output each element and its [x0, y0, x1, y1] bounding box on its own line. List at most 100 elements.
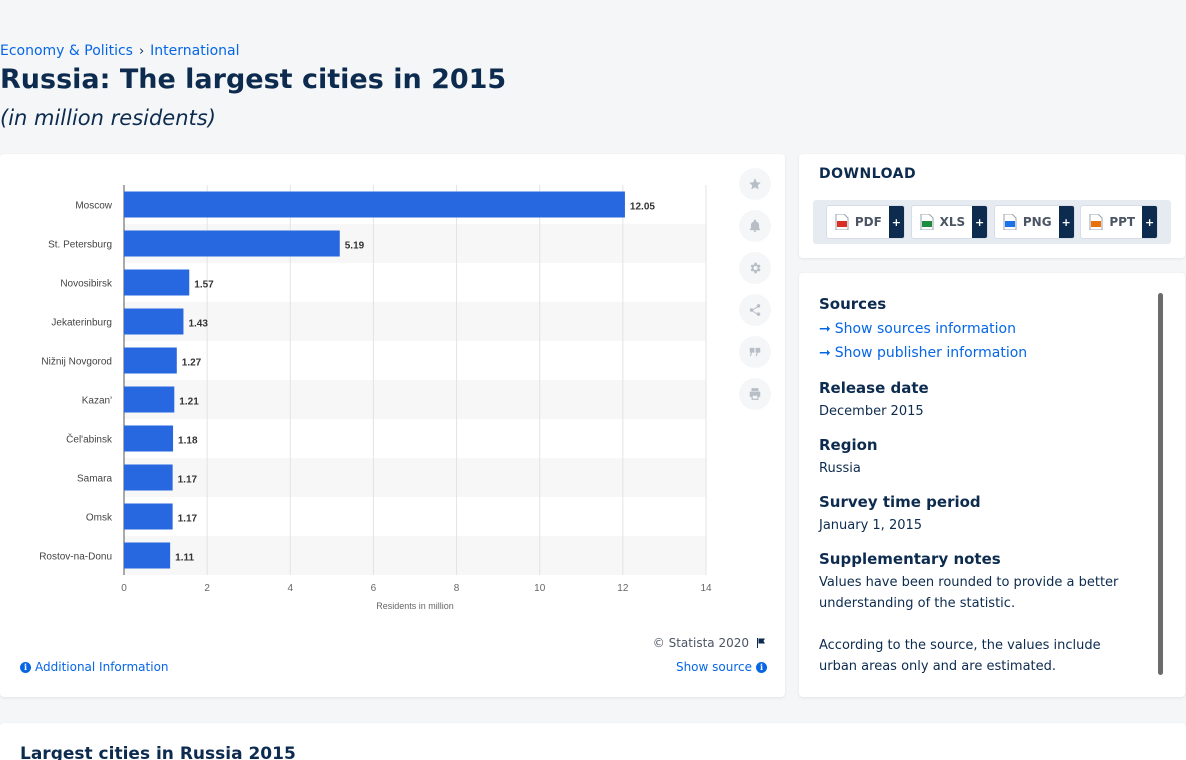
bar: [124, 464, 173, 491]
arrow-right-icon: ➞: [819, 321, 831, 337]
chart-toolbar: [739, 168, 771, 410]
share-icon: [749, 304, 761, 316]
x-tick-label: 2: [204, 583, 210, 594]
x-tick-label: 14: [700, 583, 712, 594]
release-value: December 2015: [819, 404, 924, 419]
cite-button[interactable]: [739, 336, 771, 368]
ppt-file-icon: [1089, 214, 1103, 230]
download-title: DOWNLOAD: [819, 166, 917, 182]
value-label: 12.05: [630, 202, 655, 213]
value-label: 1.11: [175, 553, 194, 564]
show-sources-link[interactable]: ➞ Show sources information: [819, 317, 1139, 341]
breadcrumb-international[interactable]: International: [150, 43, 240, 59]
download-ppt-button[interactable]: PPT +: [1080, 205, 1159, 239]
category-label: Jekaterinburg: [51, 318, 112, 329]
region-value: Russia: [819, 461, 861, 476]
x-tick-label: 10: [534, 583, 546, 594]
row-band: [124, 458, 706, 497]
copyright-text: © Statista 2020: [652, 636, 749, 650]
value-label: 1.43: [188, 319, 208, 330]
value-label: 1.18: [178, 436, 198, 447]
show-publisher-link[interactable]: ➞ Show publisher information: [819, 341, 1139, 365]
info-icon: i: [20, 661, 31, 673]
x-tick-label: 8: [454, 583, 460, 594]
share-button[interactable]: [739, 294, 771, 326]
value-label: 1.17: [178, 475, 198, 486]
statistic-details-card: Sources ➞ Show sources information ➞ Sho…: [799, 273, 1185, 697]
bar: [124, 269, 190, 296]
header-area: [0, 0, 1186, 140]
download-pdf-label: PDF: [854, 215, 882, 229]
row-band: [124, 302, 706, 341]
bar: [124, 230, 340, 257]
row-band: [124, 536, 706, 575]
value-label: 1.27: [182, 358, 202, 369]
notes-section: Supplementary notes Values have been rou…: [819, 550, 1139, 677]
download-pdf-button[interactable]: PDF +: [825, 205, 905, 239]
xls-file-icon: [920, 214, 934, 230]
category-label: St. Petersburg: [48, 240, 112, 251]
download-xls-button[interactable]: XLS +: [910, 205, 989, 239]
category-label: Čel'abinsk: [66, 433, 113, 446]
print-button[interactable]: [739, 378, 771, 410]
chart-card: 0 2 4 6 8 10 12 14 Moscow 12.05 St. Petersburg 5.19…: [0, 154, 785, 697]
quote-icon: [749, 347, 761, 357]
category-label: Nižnij Novgorod: [41, 357, 112, 368]
bar-chart: 0 2 4 6 8 10 12 14 Moscow 12.05 St. Petersburg 5.19…: [39, 185, 712, 611]
plus-icon: +: [1142, 206, 1158, 238]
x-tick-label: 4: [288, 583, 294, 594]
bar: [124, 308, 184, 335]
survey-value: January 1, 2015: [819, 518, 923, 533]
additional-information-link[interactable]: i Additional Information: [20, 660, 169, 674]
print-icon: [749, 388, 761, 400]
bell-icon: [749, 219, 761, 232]
page-subtitle: (in million residents): [0, 106, 216, 130]
pdf-file-icon: [835, 214, 849, 230]
flag-icon[interactable]: [755, 637, 767, 649]
category-label: Omsk: [86, 513, 113, 524]
row-band: [124, 380, 706, 419]
breadcrumb-economy[interactable]: Economy & Politics: [0, 43, 133, 59]
details-scrollbar[interactable]: [1158, 293, 1163, 675]
region-section: Region Russia: [819, 436, 1139, 479]
category-label: Samara: [77, 474, 112, 485]
bar: [124, 425, 174, 452]
show-source-link[interactable]: Show source i: [676, 660, 767, 674]
gear-icon: [750, 262, 761, 274]
show-sources-label: Show sources information: [834, 321, 1016, 337]
notes-heading: Supplementary notes: [819, 550, 1001, 568]
favorite-button[interactable]: [739, 168, 771, 200]
region-heading: Region: [819, 436, 878, 454]
download-card: DOWNLOAD PDF + XLS + PNG + PPT +: [799, 154, 1185, 258]
value-label: 1.21: [179, 397, 199, 408]
category-label: Novosibirsk: [60, 279, 113, 290]
alert-button[interactable]: [739, 210, 771, 242]
plus-icon: +: [1058, 206, 1074, 238]
sources-heading: Sources: [819, 295, 887, 313]
release-section: Release date December 2015: [819, 379, 1139, 422]
bar: [124, 386, 175, 413]
copyright: © Statista 2020: [653, 636, 767, 650]
bar: [124, 191, 625, 218]
category-label: Rostov-na-Donu: [39, 552, 112, 563]
release-heading: Release date: [819, 379, 929, 397]
x-tick-label: 6: [371, 583, 377, 594]
x-tick-label: 12: [617, 583, 629, 594]
survey-heading: Survey time period: [819, 493, 981, 511]
category-label: Kazan': [82, 396, 112, 407]
breadcrumb-separator: ›: [138, 43, 145, 59]
x-tick-label: 0: [121, 583, 127, 594]
download-png-label: PNG: [1022, 215, 1052, 229]
bar: [124, 347, 177, 374]
additional-information-label: Additional Information: [35, 660, 169, 674]
settings-button[interactable]: [739, 252, 771, 284]
arrow-right-icon: ➞: [819, 345, 831, 361]
category-label: Moscow: [75, 201, 112, 212]
download-buttons: PDF + XLS + PNG + PPT +: [813, 200, 1171, 244]
x-axis-title: Residents in million: [376, 601, 454, 611]
download-png-button[interactable]: PNG +: [993, 205, 1075, 239]
png-file-icon: [1003, 214, 1017, 230]
bar: [124, 542, 171, 569]
sources-section: Sources ➞ Show sources information ➞ Sho…: [819, 295, 1139, 365]
show-source-label: Show source: [675, 660, 752, 674]
